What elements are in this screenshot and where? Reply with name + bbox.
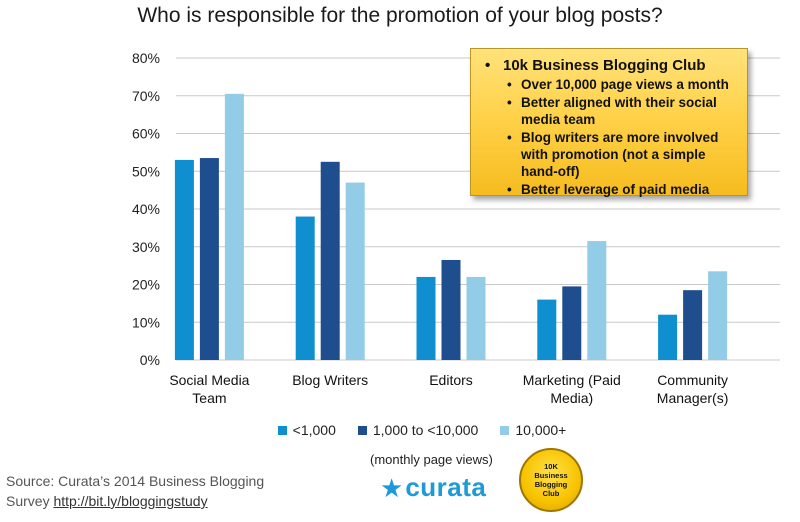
callout-list: • Over 10,000 page views a month • Better … bbox=[485, 76, 737, 198]
y-tick-label: 0% bbox=[140, 352, 160, 368]
legend-label: 10,000+ bbox=[515, 422, 567, 438]
legend-swatch bbox=[357, 425, 367, 435]
legend-label: <1,000 bbox=[292, 422, 336, 438]
x-tick-label: Editors bbox=[429, 372, 473, 388]
badge-line: Blogging bbox=[534, 480, 568, 489]
bar bbox=[683, 290, 703, 360]
bar bbox=[199, 158, 219, 360]
y-tick-label: 30% bbox=[132, 239, 160, 255]
legend-item: 1,000 to <10,000 bbox=[357, 422, 479, 438]
callout-item-text: Better leverage of paid media bbox=[521, 182, 710, 197]
y-tick-label: 40% bbox=[132, 201, 160, 217]
y-tick-label: 10% bbox=[132, 314, 160, 330]
source-link[interactable]: http://bit.ly/bloggingstudy bbox=[53, 493, 208, 509]
bar bbox=[320, 161, 340, 360]
source-prefix: Survey bbox=[6, 493, 54, 509]
x-tick-label: Blog Writers bbox=[292, 372, 368, 388]
bullet-icon: • bbox=[507, 182, 512, 197]
bullet-icon: • bbox=[485, 57, 491, 74]
bar bbox=[562, 286, 582, 360]
bar bbox=[708, 271, 728, 360]
bar bbox=[658, 314, 678, 360]
logo-text: curata bbox=[405, 472, 487, 502]
legend-item: <1,000 bbox=[277, 422, 336, 438]
monthly-note: (monthly page views) bbox=[370, 452, 493, 467]
callout-item: • Blog writers are more involved with pro… bbox=[507, 129, 737, 180]
badge-line: Business bbox=[534, 471, 568, 480]
bar bbox=[587, 241, 607, 360]
y-tick-label: 50% bbox=[132, 163, 160, 179]
legend-item: 10,000+ bbox=[500, 422, 566, 438]
bar bbox=[416, 276, 436, 360]
x-tick-label: Marketing (Paid Media) bbox=[523, 372, 621, 406]
bar bbox=[345, 182, 365, 360]
chart-legend: <1,000 1,000 to <10,000 10,000+ bbox=[0, 422, 800, 438]
bar bbox=[466, 276, 486, 360]
bar bbox=[295, 216, 315, 360]
bullet-icon: • bbox=[507, 95, 512, 110]
bullet-icon: • bbox=[507, 77, 512, 92]
callout-item: • Better leverage of paid media bbox=[507, 181, 737, 198]
callout-item-text: Blog writers are more involved with prom… bbox=[521, 130, 719, 179]
y-tick-label: 70% bbox=[132, 88, 160, 104]
legend-swatch bbox=[500, 425, 510, 435]
source-line: Source: Curata’s 2014 Business Blogging bbox=[6, 473, 265, 489]
curata-logo: ★ curata bbox=[380, 472, 486, 503]
bullet-icon: • bbox=[507, 130, 512, 145]
legend-label: 1,000 to <10,000 bbox=[372, 422, 479, 438]
source-note: Source: Curata’s 2014 Business Blogging … bbox=[6, 471, 264, 511]
bar bbox=[441, 259, 461, 360]
x-tick-label: Social Media Team bbox=[169, 372, 249, 406]
source-line: Survey http://bit.ly/bloggingstudy bbox=[6, 491, 264, 511]
bar bbox=[224, 93, 244, 361]
chart-title: Who is responsible for the promotion of … bbox=[137, 4, 663, 27]
bar bbox=[537, 299, 557, 360]
y-tick-label: 80% bbox=[132, 50, 160, 66]
y-tick-label: 60% bbox=[132, 126, 160, 142]
badge-line: 10K bbox=[544, 462, 558, 471]
star-icon: ★ bbox=[380, 472, 404, 503]
y-tick-label: 20% bbox=[132, 277, 160, 293]
club-badge: 10K Business Blogging Club bbox=[519, 448, 583, 512]
callout-item: • Over 10,000 page views a month bbox=[507, 76, 737, 93]
x-tick-label: Community Manager(s) bbox=[657, 372, 729, 406]
callout-item-text: Over 10,000 page views a month bbox=[521, 77, 729, 92]
legend-swatch bbox=[277, 425, 287, 435]
callout-item-text: Better aligned with their social media t… bbox=[521, 95, 717, 127]
badge-line: Club bbox=[542, 489, 560, 498]
callout-heading: 10k Business Blogging Club bbox=[503, 57, 706, 74]
callout-box: • 10k Business Blogging Club • Over 10,00… bbox=[470, 48, 748, 198]
callout-item: • Better aligned with their social media … bbox=[507, 94, 737, 128]
bar bbox=[174, 159, 194, 360]
